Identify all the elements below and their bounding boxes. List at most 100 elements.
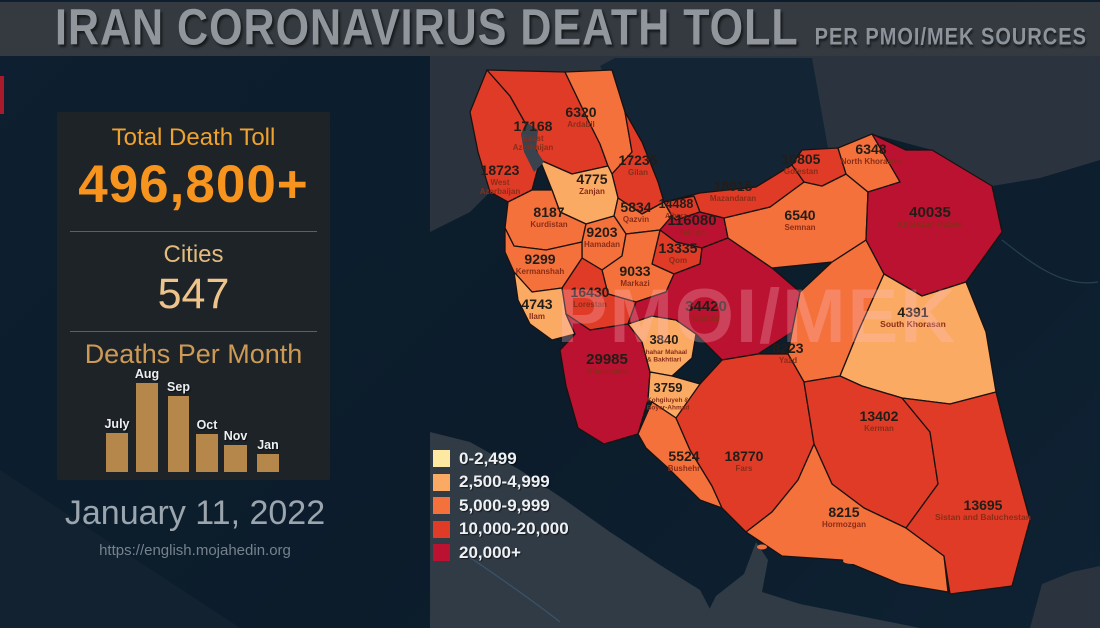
province-value-skh: 4391 [897, 304, 928, 320]
province-name-markazi: Markazi [620, 279, 649, 288]
province-value-gilan: 17235 [619, 152, 658, 168]
legend-item-3: 10,000-20,000 [433, 518, 569, 542]
legend-label: 20,000+ [459, 542, 521, 562]
total-death-toll-value: 496,800+ [78, 155, 309, 214]
province-value-qazvin: 5834 [620, 199, 651, 215]
deaths-per-month-chart: July Aug Sep Oct Nov Jan [57, 367, 330, 472]
map-background [0, 55, 1100, 628]
cities-value: 547 [157, 270, 230, 318]
caspian-sea [600, 58, 828, 202]
province-value-kerman: 13402 [860, 408, 899, 424]
source-url[interactable]: https://english.mojahedin.org [99, 542, 291, 559]
province-value-sistan: 13695 [964, 497, 1003, 513]
stats-panel: Total Death Toll 496,800+ Cities 547 Dea… [57, 112, 330, 480]
province-value-isfahan: 34420 [685, 298, 727, 315]
province-name-gilan: Gilan [628, 168, 648, 177]
province-name-yazd: Yazd [779, 356, 797, 365]
province-value-krazavi: 40035 [909, 204, 951, 221]
province-name-khuzestan: Khuzestan [587, 367, 628, 376]
province-mazandaran [663, 164, 805, 219]
month-label-oct: Oct [196, 418, 218, 432]
province-value-bushehr: 5524 [668, 448, 699, 464]
province-name-zanjan: Zanjan [579, 187, 605, 196]
province-name-alborz: Alborz [665, 213, 687, 220]
month-bar-jan [257, 454, 279, 472]
province-value-hormozgan: 8215 [828, 504, 859, 520]
divider [70, 231, 317, 232]
province-value-lorestan: 16430 [571, 284, 610, 300]
province-name-tehran: Tehran [679, 228, 705, 237]
neighbor-land-pakistan [1030, 566, 1100, 628]
province-layer [469, 69, 1031, 595]
province-name-ilam: Ilam [529, 312, 545, 321]
province-name-cm: Chahar Mahaal & Bakhtiari [641, 349, 687, 364]
report-date: January 11, 2022 [64, 494, 326, 532]
province-value-zanjan: 4775 [576, 171, 607, 187]
neighbor-land-arabia [430, 432, 720, 628]
legend-item-2: 5,000-9,999 [433, 494, 569, 518]
province-value-waz: 18723 [481, 162, 520, 178]
province-value-alborz: 14488 [659, 197, 694, 211]
province-kermanshah [504, 227, 583, 293]
watermark: PMOI/MEK [557, 274, 957, 359]
province-name-sistan: Sistan and Baluchestan [935, 512, 1031, 522]
month-bar-nov [224, 445, 247, 472]
legend-swatch [433, 520, 450, 538]
province-value-kurdistan: 8187 [533, 204, 564, 220]
neighbor-land-qatar [598, 538, 624, 582]
faint-river-line [467, 555, 561, 623]
legend-label: 0-2,499 [459, 448, 517, 468]
province-name-isfahan: Isfahan [692, 314, 720, 323]
province-name-kermanshah: Kermanshah [516, 267, 565, 276]
province-value-khuzestan: 29985 [586, 351, 628, 368]
province-name-ardabil: Ardabil [567, 120, 595, 129]
province-name-eaz: Eaast Azerbaijan [513, 134, 554, 152]
province-value-golestan: 10805 [782, 151, 821, 167]
neighbor-land-oman [700, 542, 920, 628]
month-label-sep: Sep [167, 380, 190, 394]
legend-item-1: 2,500-4,999 [433, 471, 569, 495]
island-3 [843, 558, 861, 564]
province-name-hormozgan: Hormozgan [822, 520, 866, 529]
page-subtitle: PER PMOI/MEK SOURCES [814, 23, 1087, 51]
province-name-kerman: Kerman [864, 424, 894, 433]
province-value-ardabil: 6320 [565, 104, 596, 120]
province-name-koh: Kohgiluyeh & Boyer-Ahmad [647, 397, 690, 412]
province-value-ilam: 4743 [521, 296, 552, 312]
month-label-aug: Aug [134, 367, 160, 381]
province-name-qom: Qom [669, 256, 687, 265]
choropleth-legend: 0-2,499 2,500-4,999 5,000-9,999 10,000-20,0… [433, 447, 569, 565]
province-value-yazd: 8223 [772, 340, 803, 356]
province-value-semnan: 6540 [784, 207, 815, 223]
qeshm-island [781, 546, 819, 556]
island-2 [757, 544, 767, 550]
lake-urmia [521, 122, 544, 172]
province-value-nkh: 6348 [855, 141, 886, 157]
month-label-nov: Nov [223, 429, 248, 443]
edge-red-sliver [0, 76, 4, 114]
province-value-qom: 13335 [659, 240, 698, 256]
province-name-kurdistan: Kurdistan [530, 220, 567, 229]
cities-label: Cities [163, 241, 224, 268]
province-name-skh: South Khorasan [880, 319, 946, 329]
province-isfahan [627, 237, 801, 361]
deaths-per-month-title: Deaths Per Month [84, 339, 303, 369]
legend-item-0: 0-2,499 [433, 447, 569, 471]
island-4 [872, 565, 882, 569]
province-name-waz: West Azerbaijan [480, 178, 521, 196]
legend-label: 10,000-20,000 [459, 519, 569, 539]
month-bar-oct [196, 434, 218, 472]
title-bar: IRAN CORONAVIRUS DEATH TOLL PER PMOI/MEK… [0, 2, 1100, 56]
province-name-mazandaran: Mazandaran [710, 194, 756, 203]
province-name-bushehr: Bushehr [668, 464, 700, 473]
province-value-eaz: 17168 [514, 118, 553, 134]
month-bar-aug [136, 383, 158, 472]
divider [70, 331, 317, 332]
legend-swatch [433, 473, 450, 491]
province-value-tehran: 116080 [667, 212, 716, 229]
province-value-hamadan: 9203 [586, 224, 617, 240]
month-label-july: July [104, 417, 130, 431]
legend-item-4: 20,000+ [433, 541, 569, 565]
